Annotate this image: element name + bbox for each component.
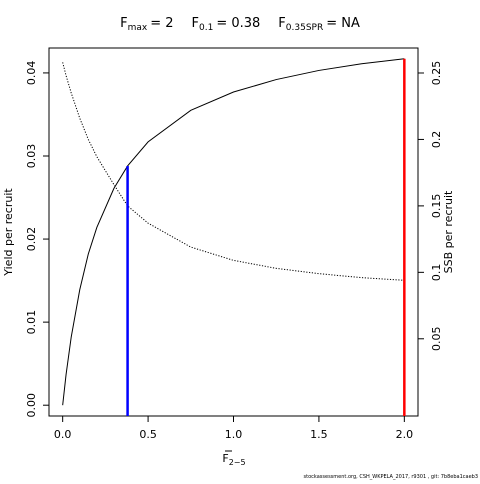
- y-tick-label: 0.01: [25, 310, 38, 335]
- title-value: = 2: [150, 16, 173, 31]
- y2-tick-label: 0.1: [430, 264, 443, 282]
- title-subscript: 0.1: [199, 23, 213, 33]
- y2-tick-label: 0.15: [430, 194, 443, 219]
- x-tick-label: 0.0: [54, 428, 72, 441]
- title-value: = NA: [326, 16, 360, 31]
- x-tick-label: 1.5: [310, 428, 328, 441]
- title-symbol: F: [120, 16, 127, 31]
- footnote: stockassessment.org, CSH_WKPELA_2017, r9…: [304, 474, 478, 480]
- chart-title: Fmax = 2 F0.1 = 0.38 F0.35SPR = NA: [120, 16, 360, 33]
- y-tick-label: 0.00: [25, 393, 38, 418]
- x-label-subscript: 2−5: [229, 458, 246, 467]
- x-tick-label: 1.0: [225, 428, 243, 441]
- y2-tick-label: 0.05: [430, 327, 443, 352]
- x-tick-label: 2.0: [396, 428, 414, 441]
- title-symbol: F: [192, 16, 199, 31]
- y2-tick-label: 0.25: [430, 61, 443, 86]
- y-axis-label: Yield per recruit: [2, 188, 15, 277]
- x-tick-label: 0.5: [139, 428, 157, 441]
- y2-axis-label: SSB per recruit: [442, 190, 455, 273]
- y-tick-label: 0.03: [25, 144, 38, 169]
- title-subscript: 0.35SPR: [286, 23, 323, 33]
- title-text: Fmax = 2 F0.1 = 0.38 F0.35SPR = NA: [120, 16, 360, 33]
- x-label-symbol: F: [222, 452, 228, 465]
- y-tick-label: 0.02: [25, 227, 38, 252]
- title-symbol: F: [278, 16, 285, 31]
- x-axis-label: F2−5: [222, 452, 245, 467]
- title-subscript: max: [128, 23, 148, 33]
- y-tick-label: 0.04: [25, 61, 38, 86]
- y2-tick-label: 0.2: [430, 131, 443, 149]
- title-value: = 0.38: [216, 16, 260, 31]
